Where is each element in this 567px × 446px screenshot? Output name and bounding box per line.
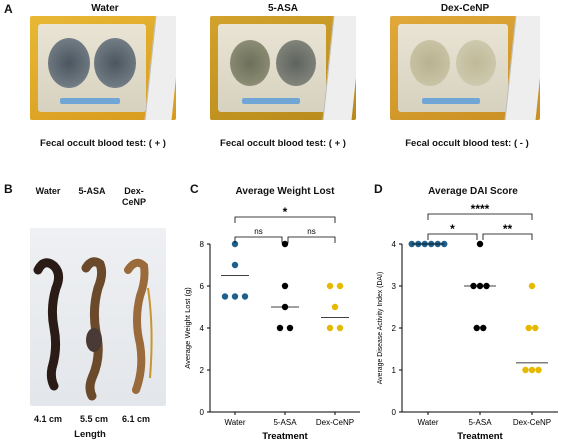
y-tick-label: 2 (200, 366, 205, 375)
group-label-dexcenp: Dex- CeNP (121, 186, 146, 207)
data-point (473, 324, 480, 332)
panel-b-xlabel: Length (74, 429, 106, 440)
chart-c: 0 2 4 6 8 Water 5-ASA Dex-CeNP Treatment Average … (183, 205, 360, 442)
significance-bracket (427, 213, 533, 220)
group-label-water: Water (35, 186, 61, 196)
significance-label: ns (254, 227, 262, 236)
data-point (535, 366, 542, 374)
data-point (528, 366, 536, 374)
fobt-card-dexcenp (390, 16, 540, 120)
y-tick-label: 2 (392, 324, 397, 333)
x-axis-title: Treatment (262, 431, 308, 442)
data-point (221, 293, 229, 300)
fobt-card-5asa (210, 16, 356, 120)
length-water: 4.1 cm (33, 414, 63, 424)
x-tick-label: 5-ASA (273, 418, 297, 427)
stool-spot (48, 38, 90, 88)
stool-spot (410, 40, 450, 86)
y-axis-title: Average Weight Lost (g) (183, 287, 192, 369)
panel-b-letter: B (4, 182, 13, 196)
data-point (231, 293, 239, 300)
y-axis-title: Average Disease Activity Index (DAI) (377, 272, 384, 384)
colon-illustration (33, 257, 153, 401)
data-point (331, 303, 339, 311)
data-point (522, 366, 529, 374)
data-point (408, 240, 415, 248)
data-point (231, 240, 239, 248)
x-tick-label: Water (417, 418, 438, 427)
stool-spot (276, 40, 316, 86)
data-point (286, 324, 294, 332)
significance-label: * (283, 205, 288, 219)
y-tick-label: 0 (392, 408, 397, 417)
photo-title-dexcenp: Dex-CeNP (440, 3, 490, 14)
y-tick-label: 0 (200, 408, 205, 417)
significance-label: **** (471, 202, 490, 216)
stool-spot (456, 40, 496, 86)
data-point (480, 324, 487, 332)
length-5asa: 5.5 cm (79, 414, 109, 424)
significance-bracket (287, 236, 336, 243)
x-tick-label: Dex-CeNP (513, 418, 551, 427)
x-tick-label: Dex-CeNP (316, 418, 354, 427)
photo-caption-5asa: Fecal occult blood test: ( + ) (220, 138, 346, 149)
stool-spot (94, 38, 136, 88)
panel-d-letter: D (374, 182, 383, 196)
data-point (476, 240, 484, 248)
y-tick-label: 4 (200, 324, 205, 333)
significance-bracket (234, 216, 336, 223)
y-tick-label: 8 (200, 240, 205, 249)
significance-bracket (482, 233, 533, 240)
data-point (326, 324, 334, 332)
chart-d-title: Average DAI Score (428, 186, 518, 197)
panel-c-letter: C (190, 182, 199, 196)
data-point (241, 293, 249, 300)
photo-title-5asa: 5-ASA (267, 3, 298, 14)
data-point (532, 324, 539, 332)
y-tick-label: 4 (392, 240, 397, 249)
chart-c-title: Average Weight Lost (235, 186, 335, 197)
data-point (326, 282, 334, 290)
chart-d: 0 1 2 3 4 Water 5-ASA Dex-CeNP Treatment Average … (377, 202, 558, 442)
x-tick-label: Water (224, 418, 245, 427)
data-point (525, 324, 532, 332)
fobt-card-water (30, 16, 176, 120)
data-point (336, 282, 344, 290)
significance-label: ns (307, 227, 315, 236)
panel-a-letter: A (4, 2, 13, 16)
significance-bracket (234, 236, 283, 243)
y-tick-label: 3 (392, 282, 397, 291)
x-tick-label: 5-ASA (468, 418, 492, 427)
data-point (281, 282, 289, 290)
photo-title-water: Water (91, 3, 119, 14)
data-point (441, 240, 448, 248)
photo-caption-dexcenp: Fecal occult blood test: ( - ) (405, 138, 529, 149)
photo-caption-water: Fecal occult blood test: ( + ) (40, 138, 166, 149)
data-point (336, 324, 344, 332)
colon-photo (30, 228, 166, 406)
significance-label: ** (503, 222, 513, 236)
data-point (231, 261, 239, 269)
significance-label: * (450, 222, 455, 236)
stool-spot (230, 40, 270, 86)
y-tick-label: 6 (200, 282, 205, 291)
data-point (528, 282, 536, 290)
y-tick-label: 1 (392, 366, 397, 375)
significance-bracket (427, 233, 478, 240)
x-axis-title: Treatment (457, 431, 503, 442)
data-point (276, 324, 284, 332)
group-label-5asa: 5-ASA (78, 186, 106, 196)
length-dexcenp: 6.1 cm (121, 414, 151, 424)
data-point (281, 240, 289, 248)
